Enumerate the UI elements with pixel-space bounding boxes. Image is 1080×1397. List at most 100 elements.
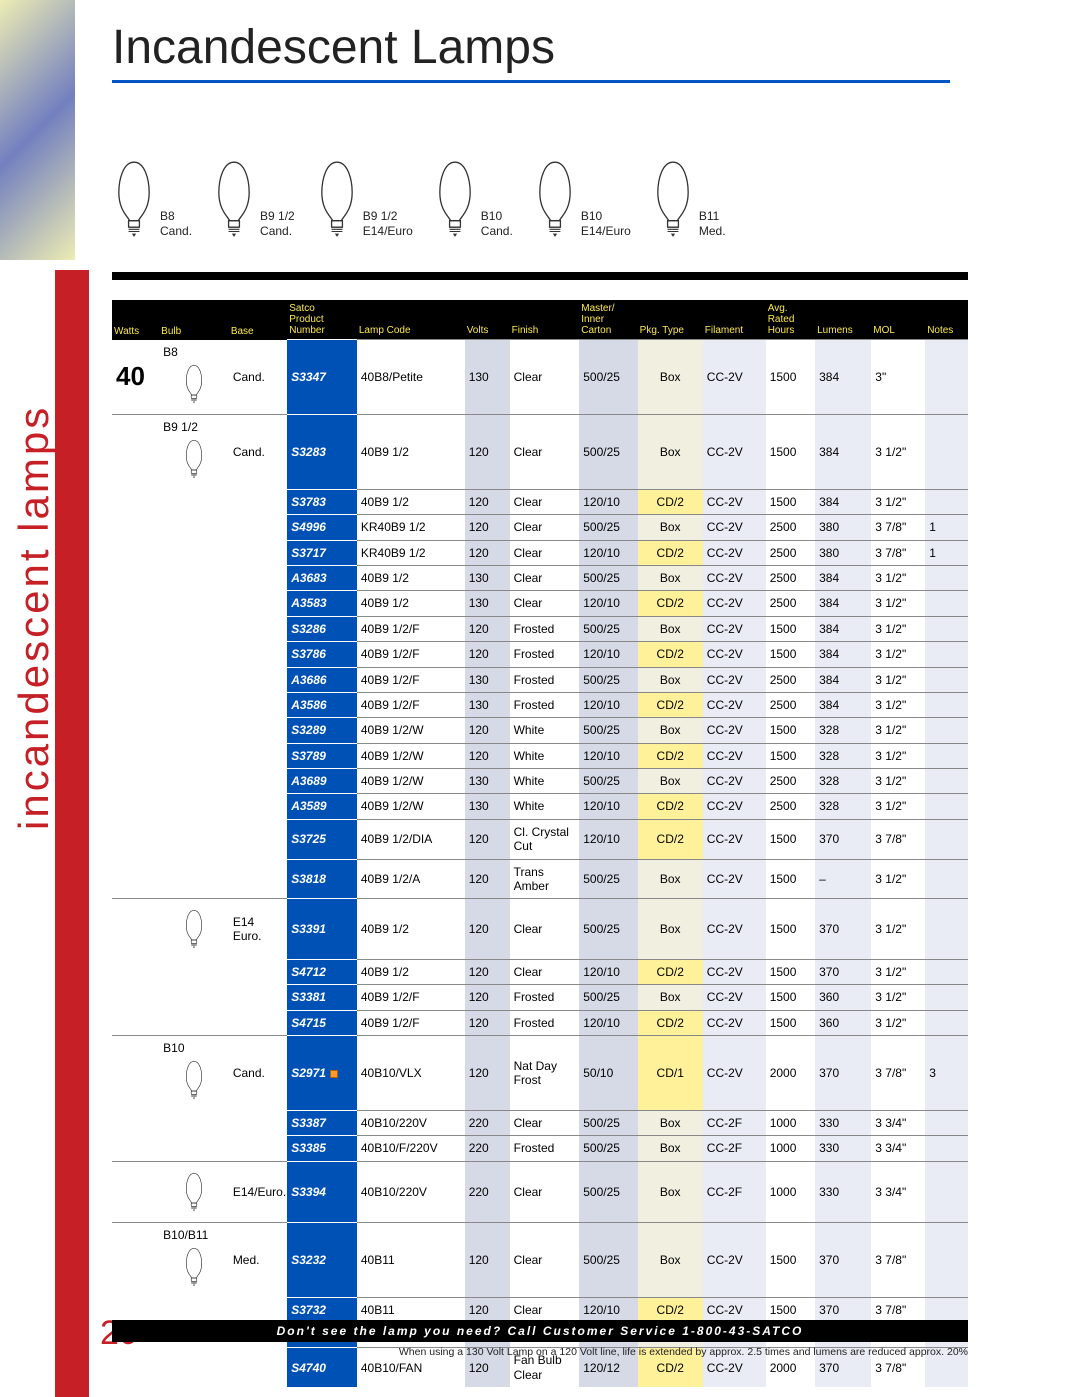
cell-volts: 130 — [465, 794, 510, 819]
cell-volts: 120 — [465, 1010, 510, 1035]
cell-finish: Frosted — [510, 1010, 580, 1035]
table-row: S373240B11120Clear120/10CD/2CC-2V1500370… — [112, 1297, 968, 1322]
cell-mol: 3 1/2" — [871, 743, 925, 768]
cell-hours: 2500 — [766, 769, 815, 794]
cell-product-number: S3385 — [287, 1136, 357, 1161]
cell-volts: 120 — [465, 1222, 510, 1297]
cell-carton: 120/10 — [579, 1010, 637, 1035]
cell-product-number: S3381 — [287, 985, 357, 1010]
cell-notes — [925, 1161, 968, 1222]
cell-carton: 50/10 — [579, 1036, 637, 1111]
bulb-legend-item: B9 1/2Cand. — [212, 160, 295, 238]
cell-code: 40B9 1/2/W — [357, 718, 465, 743]
cell-code: 40B9 1/2/F — [357, 692, 465, 717]
cell-finish: Clear — [510, 340, 580, 415]
cell-bulb — [159, 1297, 229, 1322]
cell-hours: 1500 — [766, 340, 815, 415]
cell-lumens: 384 — [815, 565, 871, 590]
cell-notes — [925, 769, 968, 794]
bulb-legend-item: B9 1/2E14/Euro — [315, 160, 413, 238]
cell-pkg: Box — [638, 985, 703, 1010]
cell-lumens: 370 — [815, 1222, 871, 1297]
cell-watts — [112, 414, 159, 489]
cell-volts: 130 — [465, 340, 510, 415]
cell-bulb — [159, 565, 229, 590]
cell-volts: 120 — [465, 859, 510, 899]
cell-filament: CC-2V — [703, 414, 766, 489]
cell-filament: CC-2V — [703, 959, 766, 984]
cell-carton: 500/25 — [579, 565, 637, 590]
cell-bulb — [159, 959, 229, 984]
lamp-table: WattsBulbBaseSatcoProductNumberLamp Code… — [112, 300, 968, 1387]
cell-filament: CC-2V — [703, 794, 766, 819]
cell-notes — [925, 1136, 968, 1161]
column-header: Filament — [703, 300, 766, 340]
cell-finish: White — [510, 743, 580, 768]
cell-carton: 500/25 — [579, 1110, 637, 1135]
cell-watts — [112, 1010, 159, 1035]
cell-pkg: CD/2 — [638, 794, 703, 819]
cell-filament: CC-2V — [703, 591, 766, 616]
cell-watts — [112, 743, 159, 768]
cell-notes: 1 — [925, 540, 968, 565]
cell-hours: 1500 — [766, 616, 815, 641]
cell-lumens: 328 — [815, 769, 871, 794]
cell-code: 40B9 1/2/F — [357, 642, 465, 667]
cell-finish: Clear — [510, 959, 580, 984]
column-header: MOL — [871, 300, 925, 340]
cell-volts: 120 — [465, 743, 510, 768]
cell-base — [229, 692, 287, 717]
cell-base — [229, 540, 287, 565]
cell-hours: 2500 — [766, 540, 815, 565]
table-row: S338740B10/220V220Clear500/25BoxCC-2F100… — [112, 1110, 968, 1135]
table-row: B10/B11 Med.S323240B11120Clear500/25BoxC… — [112, 1222, 968, 1297]
cell-lumens: 384 — [815, 591, 871, 616]
cell-volts: 220 — [465, 1110, 510, 1135]
cell-bulb: B10 — [159, 1036, 229, 1111]
cell-volts: 130 — [465, 667, 510, 692]
bulb-legend-caption: B8Cand. — [160, 209, 192, 238]
cell-code: 40B9 1/2/F — [357, 985, 465, 1010]
cell-volts: 120 — [465, 616, 510, 641]
cell-watts — [112, 540, 159, 565]
footer-note: When using a 130 Volt Lamp on a 120 Volt… — [112, 1342, 968, 1358]
cell-base — [229, 591, 287, 616]
cell-carton: 500/25 — [579, 667, 637, 692]
cell-filament: CC-2V — [703, 899, 766, 960]
cell-base: Cand. — [229, 414, 287, 489]
bulb-shape-legend: B8Cand. B9 1/2Cand. B9 1/2E14/Euro B10Ca… — [112, 160, 726, 238]
table-row: S378940B9 1/2/W120White120/10CD/2CC-2V15… — [112, 743, 968, 768]
cell-base — [229, 565, 287, 590]
table-row: S328940B9 1/2/W120White500/25BoxCC-2V150… — [112, 718, 968, 743]
cell-code: 40B9 1/2 — [357, 414, 465, 489]
cell-finish: Cl. Crystal Cut — [510, 819, 580, 859]
cell-product-number: A3589 — [287, 794, 357, 819]
cell-hours: 2500 — [766, 565, 815, 590]
cell-pkg: CD/2 — [638, 692, 703, 717]
new-icon — [330, 1070, 338, 1078]
cell-finish: Clear — [510, 1297, 580, 1322]
bulb-legend-item: B8Cand. — [112, 160, 192, 238]
table-row: E14/Euro.S339440B10/220V220Clear500/25Bo… — [112, 1161, 968, 1222]
cell-bulb — [159, 718, 229, 743]
cell-finish: Nat Day Frost — [510, 1036, 580, 1111]
table-row: S378640B9 1/2/F120Frosted120/10CD/2CC-2V… — [112, 642, 968, 667]
cell-hours: 1500 — [766, 743, 815, 768]
cell-bulb — [159, 769, 229, 794]
cell-volts: 130 — [465, 769, 510, 794]
column-header: Finish — [510, 300, 580, 340]
table-row: A368940B9 1/2/W130White500/25BoxCC-2V250… — [112, 769, 968, 794]
cell-finish: Trans Amber — [510, 859, 580, 899]
cell-pkg: Box — [638, 899, 703, 960]
cell-filament: CC-2V — [703, 340, 766, 415]
cell-finish: Frosted — [510, 1136, 580, 1161]
cell-bulb: B10/B11 — [159, 1222, 229, 1297]
cell-volts: 220 — [465, 1136, 510, 1161]
cell-pkg: Box — [638, 616, 703, 641]
cell-watts — [112, 1136, 159, 1161]
cell-bulb — [159, 819, 229, 859]
cell-volts: 120 — [465, 540, 510, 565]
cell-pkg: Box — [638, 718, 703, 743]
table-header-row: WattsBulbBaseSatcoProductNumberLamp Code… — [112, 300, 968, 340]
cell-bulb — [159, 489, 229, 514]
